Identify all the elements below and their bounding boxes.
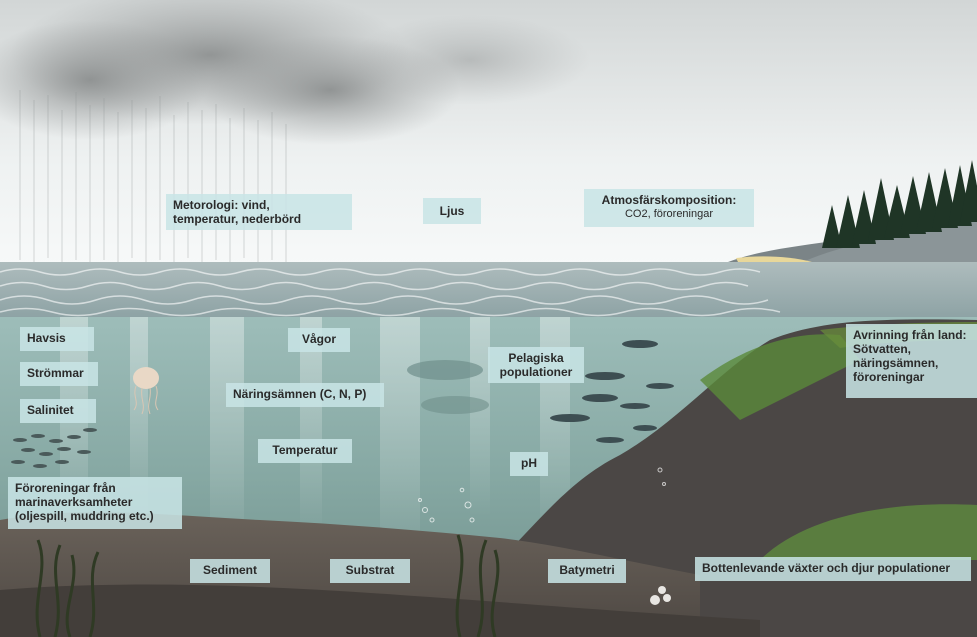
label-temperatur: Temperatur xyxy=(258,439,352,463)
label-avrinning-fran-land: Avrinning från land: Sötvatten, näringsä… xyxy=(846,324,977,398)
label-salinitet: Salinitet xyxy=(20,399,96,423)
label-substrat: Substrat xyxy=(330,559,410,583)
bubble-icon xyxy=(418,467,666,523)
storm-cloud xyxy=(0,0,590,145)
rain xyxy=(19,90,287,262)
label-ph: pH xyxy=(510,452,548,476)
label-batymetri: Batymetri xyxy=(548,559,626,583)
label-bottenlevande: Bottenlevande växter och djur population… xyxy=(695,557,971,581)
seaweed-icon xyxy=(35,534,500,637)
tree-icon xyxy=(822,160,977,248)
jellyfish-icon xyxy=(133,367,159,415)
pelagic-fish xyxy=(407,340,674,443)
label-ljus: Ljus xyxy=(423,198,481,224)
label-atmosfarskomposition: Atmosfärskomposition: CO2, föroreningar xyxy=(584,189,754,227)
label-pelagiska-populationer: Pelagiska populationer xyxy=(488,347,584,383)
label-sediment: Sediment xyxy=(190,559,270,583)
label-strommar: Strömmar xyxy=(20,362,98,386)
shells xyxy=(650,586,671,605)
fish-school-icon xyxy=(11,428,97,468)
label-havsis: Havsis xyxy=(20,327,94,351)
label-fororeningar-marinaverksamheter: Föroreningar från marinaverksamheter (ol… xyxy=(8,477,182,529)
wave-lines xyxy=(0,268,781,317)
label-naringsamnen: Näringsämnen (C, N, P) xyxy=(226,383,384,407)
label-vagor: Vågor xyxy=(288,328,350,352)
label-metorologi: Metorologi: vind, temperatur, nederbörd xyxy=(166,194,352,230)
